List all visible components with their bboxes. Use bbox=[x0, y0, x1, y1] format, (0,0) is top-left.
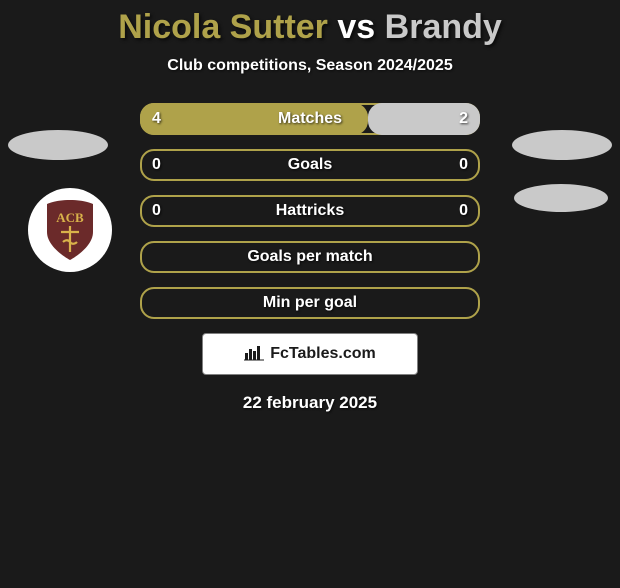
stat-row-outline bbox=[140, 195, 480, 227]
stat-row: 00Hattricks bbox=[140, 195, 480, 227]
stat-value-left: 0 bbox=[152, 195, 161, 227]
brand-badge[interactable]: FcTables.com bbox=[202, 333, 418, 375]
stat-row-outline bbox=[140, 149, 480, 181]
stat-value-left: 0 bbox=[152, 149, 161, 181]
stat-bar-left bbox=[140, 103, 368, 135]
stats-container: 42Matches00Goals00HattricksGoals per mat… bbox=[0, 103, 620, 319]
stat-value-right: 0 bbox=[459, 195, 468, 227]
stat-row-outline bbox=[140, 241, 480, 273]
stat-row: Min per goal bbox=[140, 287, 480, 319]
stat-row: Goals per match bbox=[140, 241, 480, 273]
player1-name: Nicola Sutter bbox=[118, 8, 328, 46]
brand-text: FcTables.com bbox=[270, 345, 376, 363]
vs-label: vs bbox=[337, 8, 375, 46]
stat-row: 00Goals bbox=[140, 149, 480, 181]
stat-row-outline bbox=[140, 287, 480, 319]
stat-row: 42Matches bbox=[140, 103, 480, 135]
page-title: Nicola Sutter vs Brandy bbox=[0, 8, 620, 47]
player2-name: Brandy bbox=[385, 8, 502, 46]
subtitle: Club competitions, Season 2024/2025 bbox=[0, 57, 620, 75]
chart-bars-icon bbox=[244, 343, 264, 366]
stat-value-right: 0 bbox=[459, 149, 468, 181]
stat-value-left: 4 bbox=[152, 103, 161, 135]
date-label: 22 february 2025 bbox=[0, 393, 620, 413]
stat-value-right: 2 bbox=[459, 103, 468, 135]
